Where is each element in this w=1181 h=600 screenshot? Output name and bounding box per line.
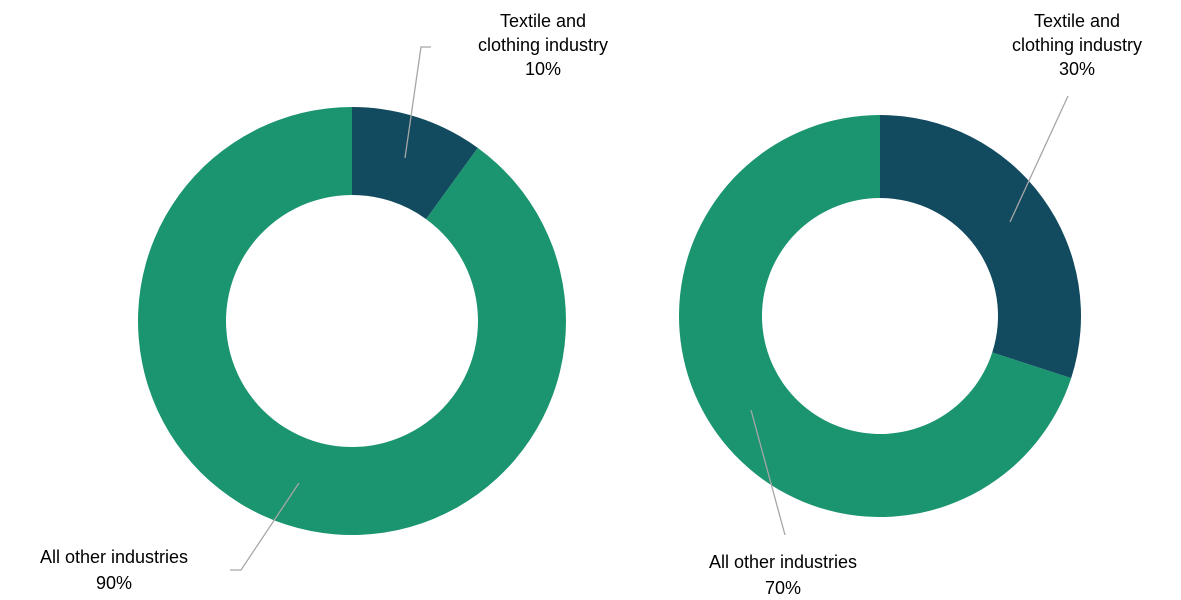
slice-textile xyxy=(880,115,1081,379)
data-label: Textile and xyxy=(1034,11,1120,31)
slice-other xyxy=(679,115,1072,517)
data-label: All other industries xyxy=(709,552,857,572)
data-label: 30% xyxy=(1059,59,1095,79)
leader-line xyxy=(750,409,786,536)
leader-line xyxy=(404,46,431,159)
slice-textile xyxy=(352,107,478,220)
data-label: clothing industry xyxy=(1012,35,1142,55)
data-label: 70% xyxy=(765,578,801,598)
data-label: Textile and xyxy=(500,11,586,31)
donut-chart-right: Textile and clothing industry 30% All other… xyxy=(679,11,1142,598)
slice-other xyxy=(137,107,566,535)
data-label: 90% xyxy=(96,573,132,593)
data-label: All other industries xyxy=(40,547,188,567)
donut-chart-left: Textile and clothing industry 10% All other… xyxy=(40,11,608,593)
leader-line xyxy=(230,482,300,571)
data-label: 10% xyxy=(525,59,561,79)
leader-line xyxy=(1009,95,1069,223)
data-label: clothing industry xyxy=(478,35,608,55)
